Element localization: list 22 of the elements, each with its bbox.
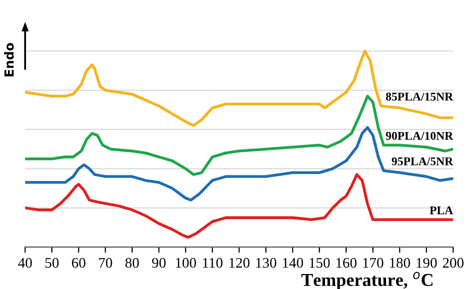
x-tick-label: 120 — [229, 258, 250, 268]
x-tick-label: 160 — [336, 258, 357, 268]
x-tick-label: 70 — [99, 258, 112, 268]
x-tick-label: 90 — [152, 258, 166, 268]
x-tick-label: 130 — [256, 258, 276, 268]
series-label: 95PLA/5NR — [392, 157, 454, 166]
series-label: 90PLA/10NR — [386, 132, 454, 140]
y-axis-title: Endo — [4, 43, 14, 76]
x-tick-label: 200 — [442, 258, 464, 268]
x-tick-label: 40 — [18, 258, 32, 268]
series-label: PLA — [430, 206, 454, 214]
x-tick-label: 110 — [203, 258, 222, 268]
x-tick-label: 180 — [390, 258, 410, 268]
x-tick-label: 50 — [45, 258, 59, 268]
x-tick-label: 170 — [363, 258, 384, 268]
x-tick-label: 190 — [416, 258, 437, 268]
x-tick-label: 140 — [282, 258, 304, 268]
x-tick-label: 100 — [176, 258, 196, 268]
x-tick-label: 60 — [72, 258, 86, 268]
x-tick-label: 150 — [310, 258, 330, 268]
x-tick-label: 80 — [125, 258, 139, 268]
series-label: 85PLA/15NR — [386, 92, 454, 101]
